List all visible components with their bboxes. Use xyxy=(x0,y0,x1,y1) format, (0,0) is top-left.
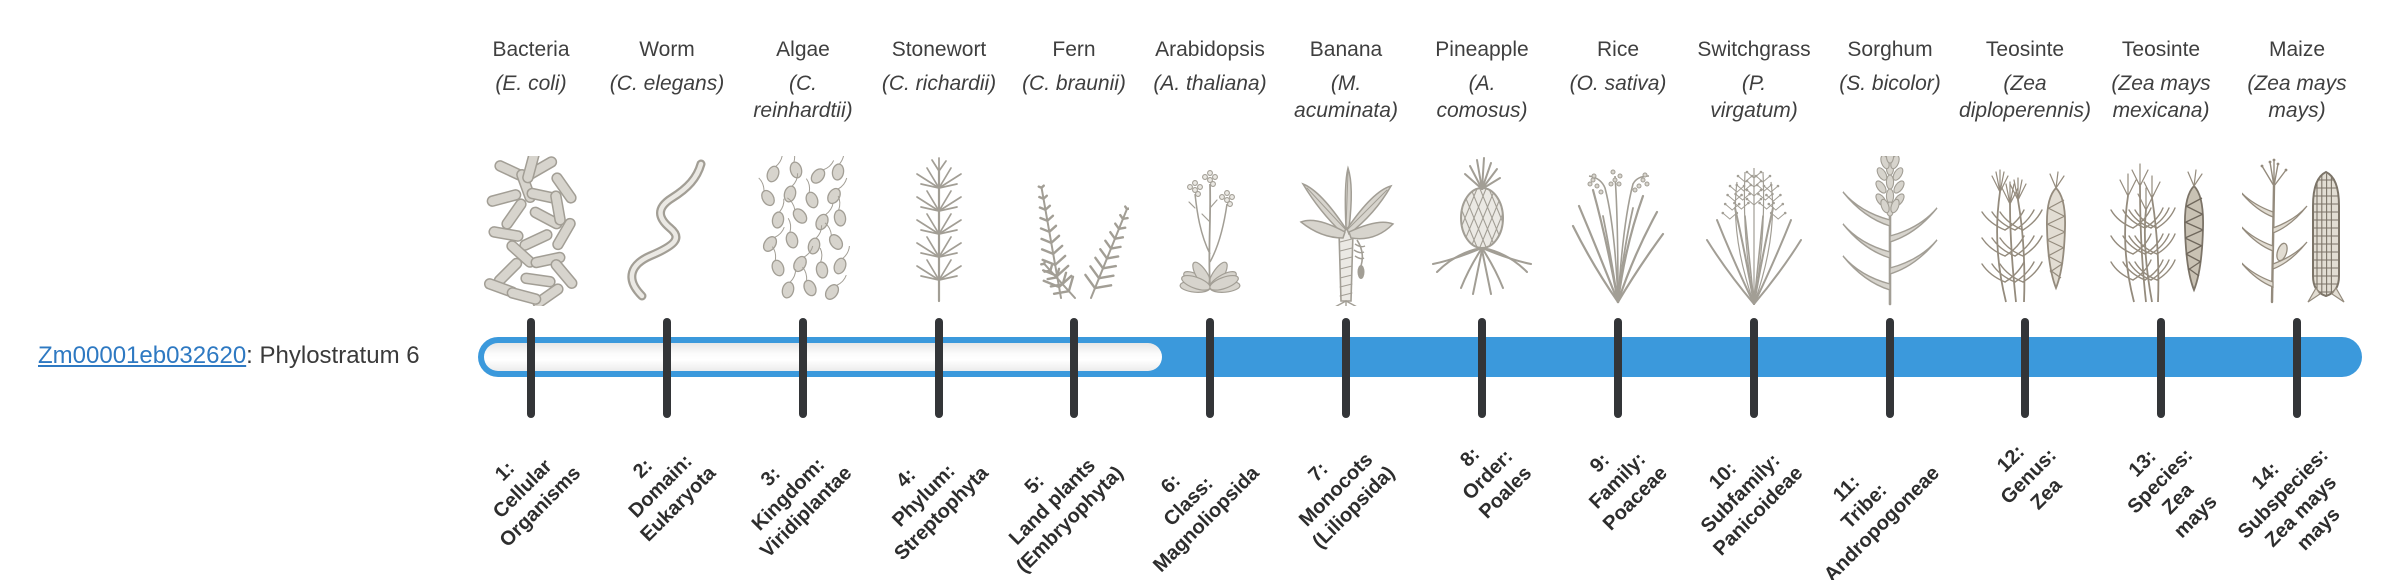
organism-name: Rice xyxy=(1596,38,1640,61)
stratum-tick-label: 1: Cellular Organisms xyxy=(488,455,585,552)
phylostratum-bar xyxy=(478,337,2362,377)
rice-icon xyxy=(1558,150,1678,306)
timeline-tick xyxy=(1070,318,1078,418)
organism-name: Maize xyxy=(2268,38,2326,61)
arabidopsis-icon xyxy=(1150,150,1270,306)
stratum-tick-label: 9: Family: Poaceae xyxy=(1584,448,1672,536)
organism-latin-name: (Zea mays mays) xyxy=(2247,72,2347,122)
stratum-tick-label: 6: Class: Magnoliopsida xyxy=(1149,462,1264,577)
organism-name: Bacteria xyxy=(492,38,570,61)
switchgrass-icon xyxy=(1694,150,1814,306)
banana-icon xyxy=(1286,150,1406,306)
timeline-tick xyxy=(663,318,671,418)
fern-icon xyxy=(1014,150,1134,306)
organism-name: Pineapple xyxy=(1435,38,1529,61)
organism-name: Stonewort xyxy=(891,38,987,61)
timeline-tick xyxy=(1206,318,1214,418)
worm-icon xyxy=(607,150,727,306)
timeline-tick xyxy=(799,318,807,418)
timeline-tick xyxy=(1342,318,1350,418)
organism-latin-name: (C. richardii) xyxy=(881,72,997,95)
stratum-tick-label: 13: Species: Zea mays xyxy=(2123,444,2222,543)
stratum-tick-label: 8: Order: Poales xyxy=(1455,443,1536,524)
gene-id-link[interactable]: Zm00001eb032620 xyxy=(38,342,247,369)
teosinte-diploperennis-icon xyxy=(1965,150,2085,306)
organism-name: Worm xyxy=(639,38,695,61)
phylostratum-bar-unfilled-segment xyxy=(484,343,1162,371)
organism-latin-name: (C. reinhardtii) xyxy=(753,72,853,122)
organism-latin-name: (Zea diploperennis) xyxy=(1959,72,2091,122)
stratum-tick-label: 2: Domain: Eukaryota xyxy=(624,450,721,547)
organism-latin-name: (A. thaliana) xyxy=(1153,72,1267,95)
teosinte-mexicana-icon xyxy=(2101,150,2221,306)
organism-latin-name: (A. comosus) xyxy=(1436,72,1528,122)
timeline-tick xyxy=(935,318,943,418)
organism-name: Banana xyxy=(1309,38,1383,61)
algae-icon xyxy=(743,150,863,306)
stratum-tick-label: 10: Subfamily: Panicoideae xyxy=(1696,449,1808,561)
organism-latin-name: (P. virgatum) xyxy=(1710,72,1798,122)
maize-icon xyxy=(2237,150,2357,306)
timeline-tick xyxy=(1750,318,1758,418)
pineapple-icon xyxy=(1422,150,1542,306)
stratum-tick-label: 3: Kingdom: Viridiplantae xyxy=(748,453,857,563)
gene-label: Zm00001eb032620: Phylostratum 6 xyxy=(38,342,420,370)
organism-name: Algae xyxy=(776,38,830,61)
stratum-tick-label: 7: Monocots (Liliopsida) xyxy=(1295,448,1400,554)
phylostratum-text: : Phylostratum 6 xyxy=(246,342,420,369)
organism-latin-name: (E. coli) xyxy=(495,72,567,95)
bacteria-icon xyxy=(471,150,591,306)
organism-latin-name: (Zea mays mexicana) xyxy=(2111,72,2211,122)
organism-name: Switchgrass xyxy=(1697,38,1811,61)
organism-latin-name: (M. acuminata) xyxy=(1294,72,1398,122)
stratum-tick-label: 12: Genus: Zea xyxy=(1993,440,2067,515)
organism-name: Teosinte xyxy=(1985,38,2065,61)
timeline-tick xyxy=(1886,318,1894,418)
organism-name: Arabidopsis xyxy=(1155,38,1265,61)
timeline-tick xyxy=(1478,318,1486,418)
timeline-tick xyxy=(527,318,535,418)
stonewort-icon xyxy=(879,150,999,306)
stratum-tick-label: 14: Subspecies: Zea mays mays xyxy=(2234,444,2345,556)
organism-latin-name: (C. elegans) xyxy=(609,72,725,95)
stratum-tick-label: 11: Tribe: Andropogoneae xyxy=(1819,462,1944,580)
organism-name: Teosinte xyxy=(2121,38,2201,61)
sorghum-icon xyxy=(1830,150,1950,306)
timeline-tick xyxy=(2293,318,2301,418)
organism-latin-name: (S. bicolor) xyxy=(1839,72,1941,95)
organism-latin-name: (O. sativa) xyxy=(1569,72,1667,95)
organism-latin-name: (C. braunii) xyxy=(1022,72,1126,95)
timeline-tick xyxy=(1614,318,1622,418)
stratum-tick-label: 5: Land plants (Embryophyta) xyxy=(1004,454,1128,578)
timeline-tick xyxy=(2021,318,2029,418)
stratum-tick-label: 4: Phylum: Streptophyta xyxy=(887,460,993,565)
organism-name: Sorghum xyxy=(1847,38,1933,61)
organism-name: Fern xyxy=(1052,38,1096,61)
timeline-tick xyxy=(2157,318,2165,418)
